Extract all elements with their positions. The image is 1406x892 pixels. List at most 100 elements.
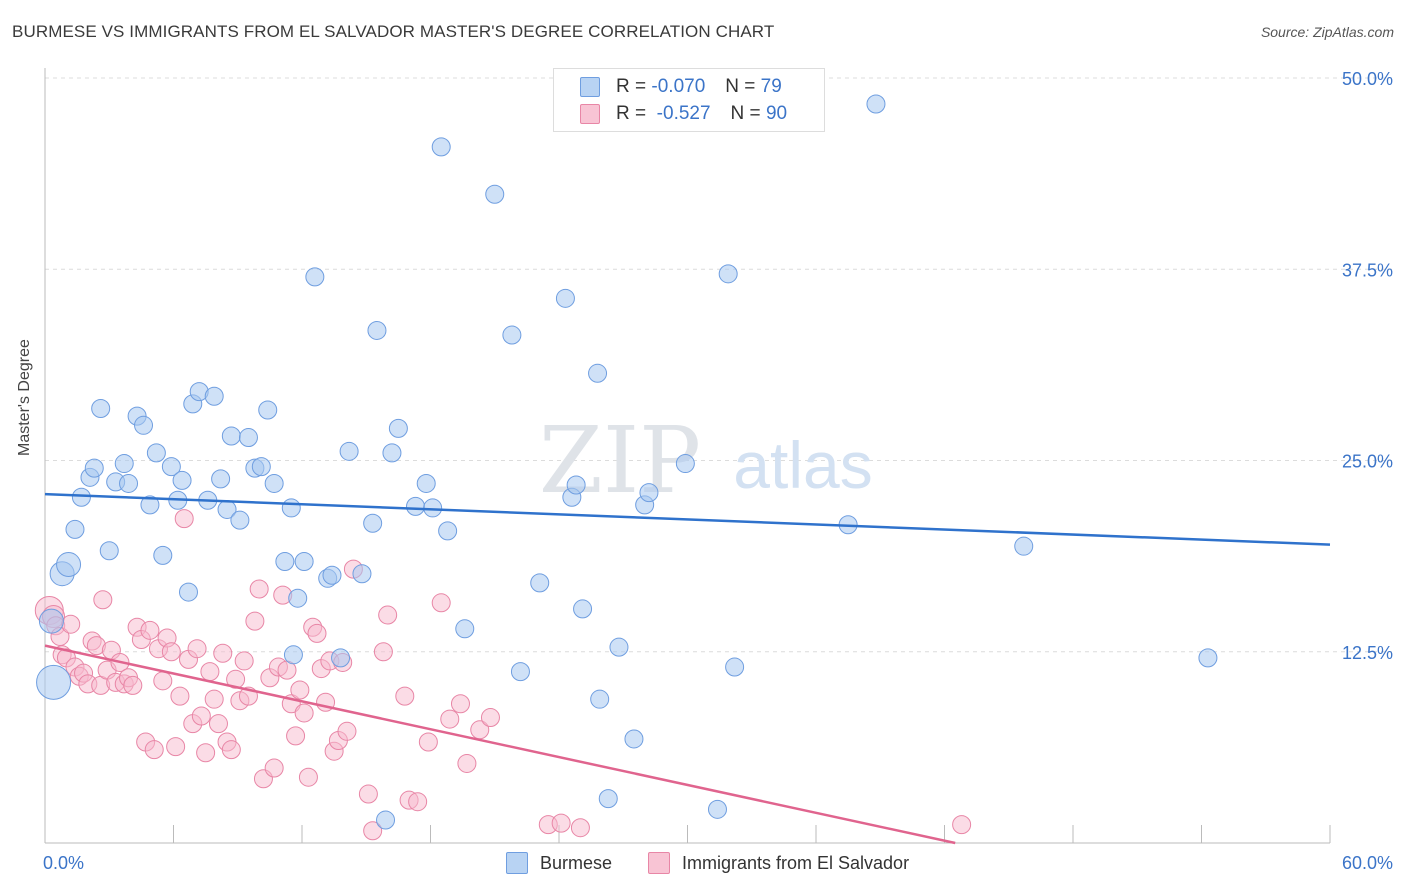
point-el-salvador	[440, 709, 460, 729]
point-el-salvador	[450, 694, 470, 714]
point-el-salvador	[234, 651, 254, 671]
point-el-salvador	[952, 815, 972, 835]
legend-r-value: -0.527	[656, 103, 711, 124]
y-tick-label: 50.0%	[1342, 69, 1393, 89]
point-burmese	[485, 184, 505, 204]
y-tick-label: 37.5%	[1342, 260, 1393, 280]
legend-item-burmese: Burmese	[506, 852, 612, 874]
legend-label-burmese: Burmese	[540, 852, 613, 873]
point-burmese	[172, 470, 192, 490]
point-burmese	[588, 363, 608, 383]
point-el-salvador	[187, 639, 207, 659]
point-burmese	[331, 648, 351, 668]
series-legend: Burmese Immigrants from El Salvador	[0, 852, 1406, 878]
legend-n-value: 90	[765, 103, 788, 124]
point-burmese	[339, 441, 359, 461]
point-burmese	[573, 599, 593, 619]
y-tick-label: 25.0%	[1342, 452, 1393, 472]
point-burmese	[502, 325, 522, 345]
legend-swatch-burmese	[506, 852, 528, 874]
legend-swatch-el-salvador	[580, 104, 600, 124]
point-el-salvador	[294, 703, 314, 723]
y-tick-label: 12.5%	[1342, 643, 1393, 663]
point-el-salvador	[170, 686, 190, 706]
point-burmese	[146, 443, 166, 463]
point-el-salvador	[264, 758, 284, 778]
legend-row-el-salvador: R = -0.527 N = 90	[580, 102, 787, 126]
point-burmese	[566, 475, 586, 495]
point-burmese	[119, 473, 139, 493]
legend-swatch-el-salvador	[648, 852, 670, 874]
point-el-salvador	[373, 642, 393, 662]
point-burmese	[590, 689, 610, 709]
point-el-salvador	[431, 593, 451, 613]
point-el-salvador	[395, 686, 415, 706]
point-el-salvador	[457, 753, 477, 773]
point-el-salvador	[221, 740, 241, 760]
chart-title: BURMESE VS IMMIGRANTS FROM EL SALVADOR M…	[12, 22, 775, 41]
point-el-salvador	[337, 721, 357, 741]
point-el-salvador	[123, 675, 143, 695]
point-el-salvador	[200, 662, 220, 682]
point-el-salvador	[153, 671, 173, 691]
legend-r-value: -0.070	[651, 76, 706, 97]
point-el-salvador	[480, 708, 500, 728]
point-burmese	[134, 415, 154, 435]
trend-lines	[44, 492, 1331, 845]
axes	[44, 68, 1331, 844]
point-burmese	[283, 645, 303, 665]
legend-n-value: 79	[760, 76, 782, 97]
point-burmese	[866, 94, 886, 114]
point-burmese	[238, 428, 258, 448]
legend-n-label: N =	[725, 76, 756, 97]
legend-label-el-salvador: Immigrants from El Salvador	[682, 852, 910, 873]
point-burmese	[455, 619, 475, 639]
point-burmese	[36, 664, 72, 700]
point-el-salvador	[290, 680, 310, 700]
point-el-salvador	[226, 669, 246, 689]
point-burmese	[251, 457, 271, 477]
point-el-salvador	[196, 743, 216, 763]
blue-points	[36, 94, 1218, 830]
point-el-salvador	[307, 623, 327, 643]
point-burmese	[230, 510, 250, 530]
point-el-salvador	[161, 642, 181, 662]
point-burmese	[624, 729, 644, 749]
legend-r-label: R =	[616, 76, 647, 97]
point-burmese	[510, 662, 530, 682]
point-burmese	[1014, 536, 1034, 556]
point-burmese	[91, 398, 111, 418]
point-burmese	[416, 473, 436, 493]
point-burmese	[264, 473, 284, 493]
correlation-legend: R = -0.070 N = 79 R = -0.527 N = 90	[553, 68, 825, 132]
point-burmese	[376, 810, 396, 830]
point-el-salvador	[551, 813, 571, 833]
point-burmese	[438, 521, 458, 541]
point-burmese	[322, 565, 342, 585]
point-burmese	[555, 288, 575, 308]
point-el-salvador	[363, 821, 383, 841]
point-el-salvador	[208, 714, 228, 734]
point-el-salvador	[378, 605, 398, 625]
point-burmese	[530, 573, 550, 593]
point-burmese	[675, 454, 695, 474]
point-burmese	[114, 454, 134, 474]
watermark-atlas: atlas	[733, 428, 872, 502]
point-burmese	[367, 320, 387, 340]
point-burmese	[388, 418, 408, 438]
point-burmese	[65, 519, 85, 539]
point-el-salvador	[245, 611, 265, 631]
point-burmese	[56, 552, 82, 578]
grid-lines	[45, 77, 1392, 653]
point-burmese	[178, 582, 198, 602]
point-burmese	[707, 799, 727, 819]
point-burmese	[84, 458, 104, 478]
point-burmese	[161, 457, 181, 477]
point-burmese	[1198, 648, 1218, 668]
point-el-salvador	[249, 579, 269, 599]
trend-line-el-salvador	[44, 644, 956, 845]
x-tick-label: 60.0%	[1342, 853, 1393, 873]
point-burmese	[382, 443, 402, 463]
point-el-salvador	[140, 620, 160, 640]
